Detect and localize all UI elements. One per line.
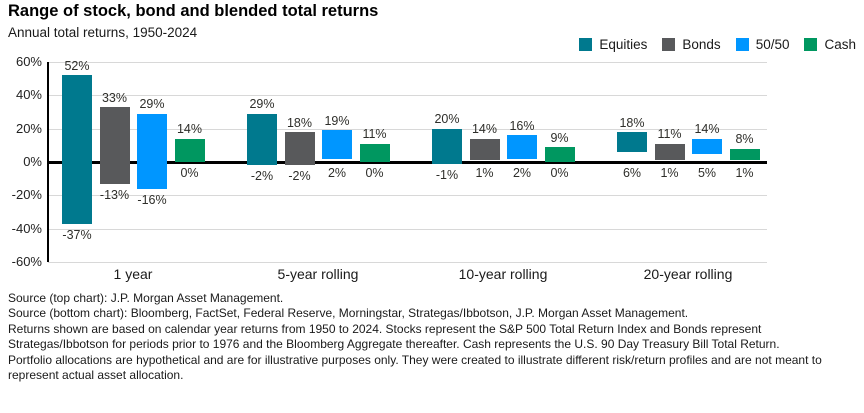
gridline--20 xyxy=(48,195,767,197)
range-bar-chart: 60% 40% 20% 0% -20% -40% -60% 52% -37% 33% -13% 29%… xyxy=(11,54,767,282)
bar-min-label-50-50-20-year-rolling: 5% xyxy=(697,166,717,180)
y-axis-line xyxy=(47,62,49,262)
bar-max-label-equities-10-year-rolling: 20% xyxy=(434,112,460,127)
gridline--40 xyxy=(48,228,767,230)
legend-label-equities: Equities xyxy=(599,37,648,52)
page-subtitle: Annual total returns, 1950-2024 xyxy=(8,25,198,40)
bar-min-label-50-50-1-year: -16% xyxy=(137,192,167,207)
y-axis-label-0: 0% xyxy=(23,154,42,169)
bar-max-label-equities-5-year-rolling: 29% xyxy=(249,97,275,112)
bar-min-label-bonds-10-year-rolling: 1% xyxy=(475,166,494,180)
y-axis-label-20: 20% xyxy=(15,120,42,136)
bar-cash-5-year-rolling xyxy=(359,143,390,162)
y-axis-label--40: -40% xyxy=(11,220,42,236)
bar-max-label-bonds-10-year-rolling: 14% xyxy=(471,122,498,137)
bar-equities-1-year xyxy=(62,75,92,224)
bar-bonds-20-year-rolling xyxy=(654,143,685,161)
legend-label-cash: Cash xyxy=(824,37,856,52)
bar-min-label-equities-5-year-rolling: -2% xyxy=(250,169,274,184)
legend-item-cash: Cash xyxy=(804,37,856,52)
gridline-40 xyxy=(48,95,767,97)
bar-cash-1-year xyxy=(174,138,205,162)
footnote-methodology: Returns shown are based on calendar year… xyxy=(8,321,780,352)
bar-equities-20-year-rolling xyxy=(617,132,647,152)
page-title: Range of stock, bond and blended total r… xyxy=(8,2,379,20)
bar-bonds-10-year-rolling xyxy=(469,138,500,161)
bar-min-label-equities-20-year-rolling: 6% xyxy=(622,166,642,180)
bar-max-label-equities-1-year: 52% xyxy=(64,58,90,73)
bar-equities-5-year-rolling xyxy=(247,113,277,166)
y-axis-label--60: -60% xyxy=(11,254,42,269)
footnote-disclaimer: Portfolio allocations are hypothetical a… xyxy=(8,352,822,383)
bonds-swatch-icon xyxy=(662,38,676,51)
bar-max-label-cash-1-year: 14% xyxy=(176,122,203,137)
chart-legend: Equities Bonds 50/50 Cash xyxy=(579,37,856,52)
legend-item-equities: Equities xyxy=(579,37,647,52)
bar-50-50-5-year-rolling xyxy=(322,130,352,159)
bar-50-50-20-year-rolling xyxy=(692,138,722,154)
y-axis-label-40: 40% xyxy=(15,87,42,103)
x-axis-label-20-year-rolling: 20-year rolling xyxy=(643,266,733,282)
bar-max-label-cash-10-year-rolling: 9% xyxy=(550,130,569,145)
bar-max-label-50-50-1-year: 29% xyxy=(139,97,165,112)
bar-min-label-cash-1-year: 0% xyxy=(180,166,199,180)
bar-min-label-bonds-5-year-rolling: -2% xyxy=(288,169,311,184)
bar-min-label-cash-10-year-rolling: 0% xyxy=(550,166,569,180)
footnote-source-bottom: Source (bottom chart): Bloomberg, FactSe… xyxy=(8,306,689,321)
bar-cash-10-year-rolling xyxy=(544,147,575,162)
legend-item-bonds: Bonds xyxy=(662,37,721,52)
bar-min-label-cash-20-year-rolling: 1% xyxy=(735,166,754,180)
bar-max-label-50-50-5-year-rolling: 19% xyxy=(324,113,350,128)
bar-min-label-cash-5-year-rolling: 0% xyxy=(365,166,384,180)
gridline-60 xyxy=(48,62,767,63)
zero-axis-line xyxy=(48,160,767,164)
bar-max-label-bonds-5-year-rolling: 18% xyxy=(286,115,313,130)
equities-swatch-icon xyxy=(579,38,593,51)
bar-max-label-equities-20-year-rolling: 18% xyxy=(619,115,645,130)
x-axis-label-1-year: 1 year xyxy=(113,266,153,282)
bar-bonds-5-year-rolling xyxy=(284,132,315,166)
cash-swatch-icon xyxy=(804,38,818,51)
bar-cash-20-year-rolling xyxy=(729,148,760,161)
bar-max-label-cash-20-year-rolling: 8% xyxy=(735,132,754,147)
bar-min-label-50-50-5-year-rolling: 2% xyxy=(327,166,347,180)
bar-min-label-50-50-10-year-rolling: 2% xyxy=(512,166,532,180)
bar-min-label-equities-10-year-rolling: -1% xyxy=(435,167,459,182)
bar-equities-10-year-rolling xyxy=(432,128,462,164)
y-axis-label-60: 60% xyxy=(15,54,42,69)
bar-max-label-50-50-10-year-rolling: 16% xyxy=(509,118,535,133)
bar-50-50-1-year xyxy=(137,113,167,189)
gridline-20 xyxy=(48,128,767,130)
gridline--60 xyxy=(48,262,767,263)
x-axis-label-10-year-rolling: 10-year rolling xyxy=(458,266,548,282)
bar-max-label-50-50-20-year-rolling: 14% xyxy=(694,122,720,137)
bar-min-label-bonds-20-year-rolling: 1% xyxy=(660,166,679,180)
bar-bonds-1-year xyxy=(99,107,130,184)
legend-label-bonds: Bonds xyxy=(682,37,721,52)
x-axis-label-5-year-rolling: 5-year rolling xyxy=(277,266,359,282)
y-axis-label--20: -20% xyxy=(11,187,42,203)
bar-min-label-bonds-1-year: -13% xyxy=(99,187,130,202)
legend-label-50-50: 50/50 xyxy=(755,37,790,52)
bar-max-label-cash-5-year-rolling: 11% xyxy=(362,127,387,142)
footnote-source-top: Source (top chart): J.P. Morgan Asset Ma… xyxy=(8,291,284,305)
bar-50-50-10-year-rolling xyxy=(507,135,537,159)
fifty-fifty-swatch-icon xyxy=(735,38,749,51)
legend-item-50-50: 50/50 xyxy=(735,37,790,52)
bar-max-label-bonds-1-year: 33% xyxy=(101,90,128,105)
bar-max-label-bonds-20-year-rolling: 11% xyxy=(657,127,682,142)
footnotes: Source (top chart): J.P. Morgan Asset Ma… xyxy=(8,291,850,383)
bar-min-label-equities-1-year: -37% xyxy=(62,227,92,242)
